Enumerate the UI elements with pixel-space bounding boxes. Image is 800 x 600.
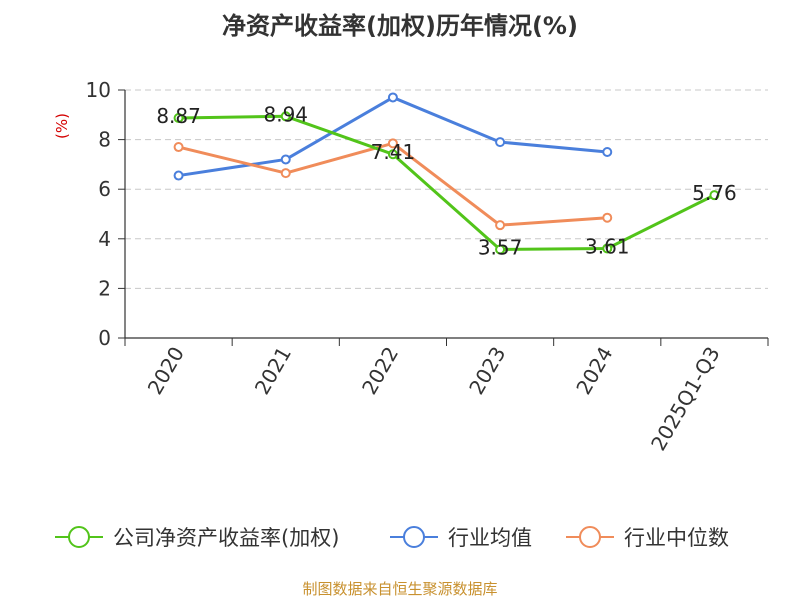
data-label-5: 5.76: [692, 181, 737, 205]
y-tick-label-6: 6: [98, 177, 111, 201]
series-1-point-4: [602, 147, 613, 157]
chart-title: 净资产收益率(加权)历年情况(%): [222, 12, 578, 40]
series-2-point-3: [495, 220, 506, 231]
series-1-point-1: [280, 154, 291, 165]
footer-source: 制图数据来自恒生聚源数据库: [302, 580, 497, 598]
series-layer: [173, 92, 720, 255]
series-0-point-2: [387, 149, 398, 160]
data-label-1: 8.94: [263, 102, 308, 126]
series-1-point-3: [495, 137, 506, 148]
x-tick-label-2021: 2021: [250, 343, 296, 399]
legend: 公司净资产收益率(加权) 行业均值 行业中位数: [55, 526, 729, 550]
series-2-point-2: [387, 138, 398, 149]
y-tick-label-4: 4: [98, 227, 111, 251]
y-tick-label-2: 2: [98, 276, 111, 300]
y-tick-label-10: 10: [86, 78, 111, 102]
x-tick-label-2023: 2023: [464, 343, 510, 399]
data-label-3: 3.57: [478, 235, 523, 259]
series-0-point-0: [173, 113, 184, 124]
legend-label-0: 公司净资产收益率(加权): [113, 526, 339, 550]
y-axis-label: (%): [53, 113, 71, 139]
legend-marker-1: [403, 526, 425, 548]
legend-label-2: 行业中位数: [624, 526, 729, 550]
x-tick-label-2020: 2020: [143, 343, 189, 399]
series-2-point-1: [280, 168, 291, 179]
series-1-point-0: [173, 170, 184, 181]
y-tick-label-0: 0: [98, 326, 111, 350]
data-label-layer: 8.87 8.94 7.41 3.57 3.61 5.76: [156, 102, 736, 259]
legend-marker-2: [579, 526, 601, 548]
legend-marker-0: [68, 526, 90, 548]
series-2-point-0: [173, 142, 184, 153]
grid-layer: [125, 89, 768, 289]
data-label-2: 7.41: [371, 140, 416, 164]
series-0-point-5: [709, 190, 720, 201]
legend-label-1: 行业均值: [448, 526, 532, 550]
x-tick-label-2024: 2024: [571, 343, 617, 399]
series-line-0: [178, 114, 716, 251]
x-tick-label-2025Q1-Q3: 2025Q1-Q3: [646, 343, 725, 455]
x-tick-label-2022: 2022: [357, 343, 403, 399]
axis-layer: 0 2 4 6 8 10 2020 2021 2022 2023 2024 2025Q1-Q3: [86, 78, 769, 455]
series-2-point-4: [602, 212, 613, 223]
series-0-point-4: [602, 243, 613, 254]
series-0-point-3: [495, 244, 506, 255]
data-label-4: 3.61: [585, 234, 630, 258]
series-1-point-2: [387, 92, 398, 103]
series-0-point-1: [280, 111, 291, 122]
data-label-0: 8.87: [156, 104, 201, 128]
y-tick-label-8: 8: [98, 128, 111, 152]
